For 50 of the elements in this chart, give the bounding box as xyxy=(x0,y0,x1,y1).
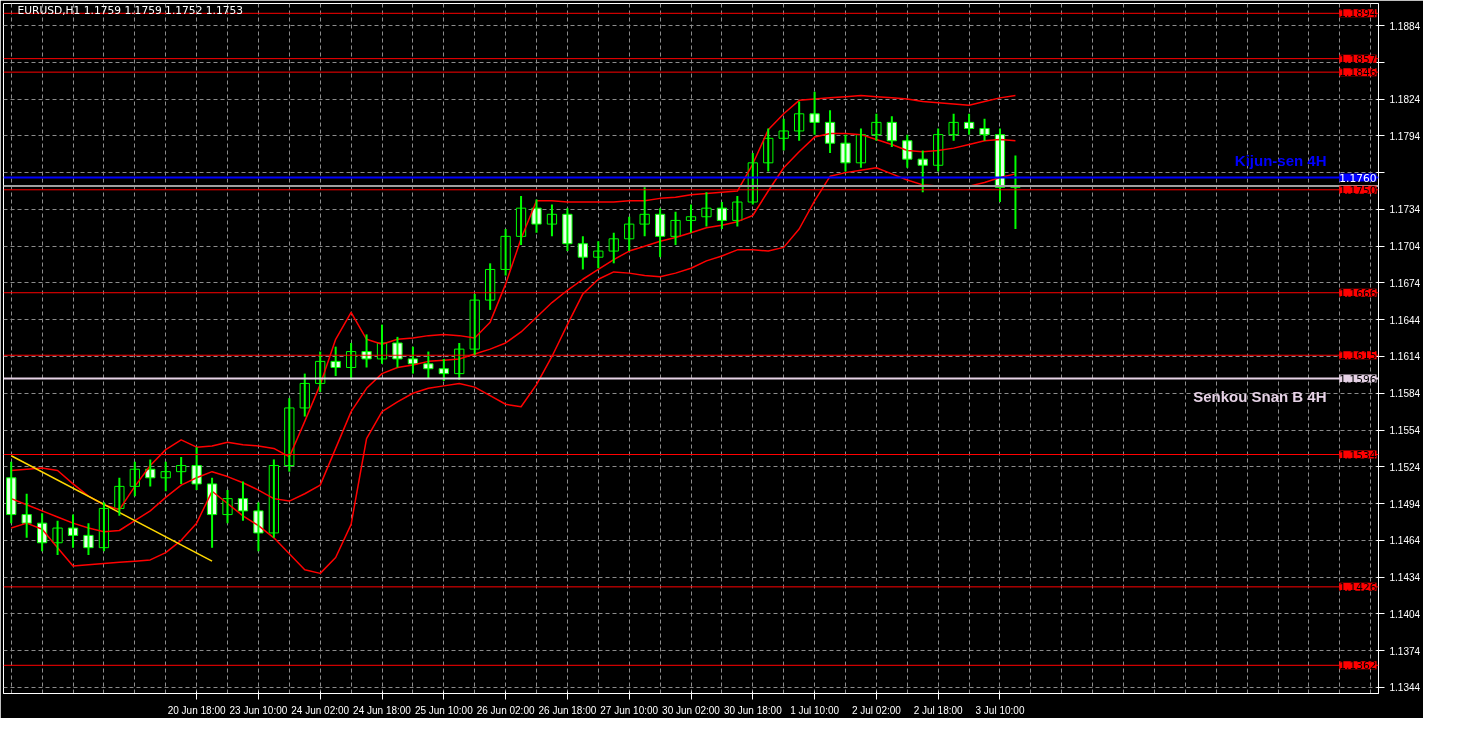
annotation: Senkou Snan B 4H xyxy=(1193,387,1327,405)
y-tick-label: 1.1884 xyxy=(1389,20,1421,32)
x-tick-label: 23 Jun 10:00 xyxy=(229,704,288,716)
x-tick-label: 24 Jun 18:00 xyxy=(353,704,412,716)
candlestick xyxy=(608,231,619,265)
x-tick-label: 30 Jun 18:00 xyxy=(723,704,783,716)
ref-line-label: 1.1846 xyxy=(1339,66,1377,80)
x-tick-label: 26 Jun 02:00 xyxy=(476,704,535,716)
y-tick-label: 1.1584 xyxy=(1389,388,1421,400)
y-tick-label: 1.1824 xyxy=(1389,94,1421,106)
candlestick xyxy=(917,149,928,194)
x-tick-label: 1 Jul 10:00 xyxy=(790,704,840,716)
ref-line-label: 1.1750 xyxy=(1339,183,1377,197)
ref-line-label: 1.1362 xyxy=(1339,659,1377,673)
y-tick-label: 1.1524 xyxy=(1389,461,1421,473)
ref-line-label: 1.1426 xyxy=(1339,580,1377,594)
y-tick-label: 1.1674 xyxy=(1389,277,1421,289)
annotation: Kijun-sen 4H xyxy=(1234,151,1327,169)
y-tick-label: 1.1704 xyxy=(1389,241,1421,253)
y-tick-label: 1.1404 xyxy=(1389,608,1421,620)
y-tick-label: 1.1554 xyxy=(1389,425,1421,436)
ref-line-label: 1.1894 xyxy=(1339,7,1377,21)
x-tick-label: 25 Jun 10:00 xyxy=(414,704,474,716)
ref-line-label: 1.1760 xyxy=(1339,171,1377,185)
ref-line-label: 1.1857 xyxy=(1339,52,1377,66)
x-tick-label: 3 Jul 10:00 xyxy=(975,704,1025,716)
x-tick-label: 2 Jul 18:00 xyxy=(913,704,964,716)
y-tick-label: 1.1614 xyxy=(1389,351,1421,363)
ref-line-label: 1.1534 xyxy=(1339,448,1377,462)
chart-title: EURUSD,H1 1.1759 1.1759 1.1752 1.1753 xyxy=(17,3,244,17)
y-tick-label: 1.1644 xyxy=(1389,314,1421,326)
y-tick-label: 1.1794 xyxy=(1389,130,1421,142)
ref-line-label: 1.1596 xyxy=(1339,372,1377,386)
x-tick-label: 24 Jun 02:00 xyxy=(291,704,350,716)
x-tick-label: 27 Jun 10:00 xyxy=(600,704,659,716)
y-tick-label: 1.1374 xyxy=(1389,645,1421,657)
x-tick-label: 20 Jun 18:00 xyxy=(167,704,226,716)
ref-line-label: 1.1615 xyxy=(1339,349,1377,363)
y-tick-label: 1.1494 xyxy=(1389,498,1421,510)
candlestick xyxy=(593,240,604,270)
y-tick-label: 1.1734 xyxy=(1389,204,1421,216)
x-tick-label: 2 Jul 02:00 xyxy=(851,704,902,716)
y-tick-label: 1.1434 xyxy=(1389,572,1421,584)
y-tick-label: 1.1344 xyxy=(1389,682,1421,694)
candlestick xyxy=(778,117,789,152)
y-tick-label: 1.1464 xyxy=(1389,535,1421,547)
x-tick-label: 26 Jun 18:00 xyxy=(538,704,597,716)
x-tick-label: 30 Jun 02:00 xyxy=(662,704,721,716)
ref-line-label: 1.1666 xyxy=(1339,286,1377,300)
candlestick xyxy=(809,90,820,136)
